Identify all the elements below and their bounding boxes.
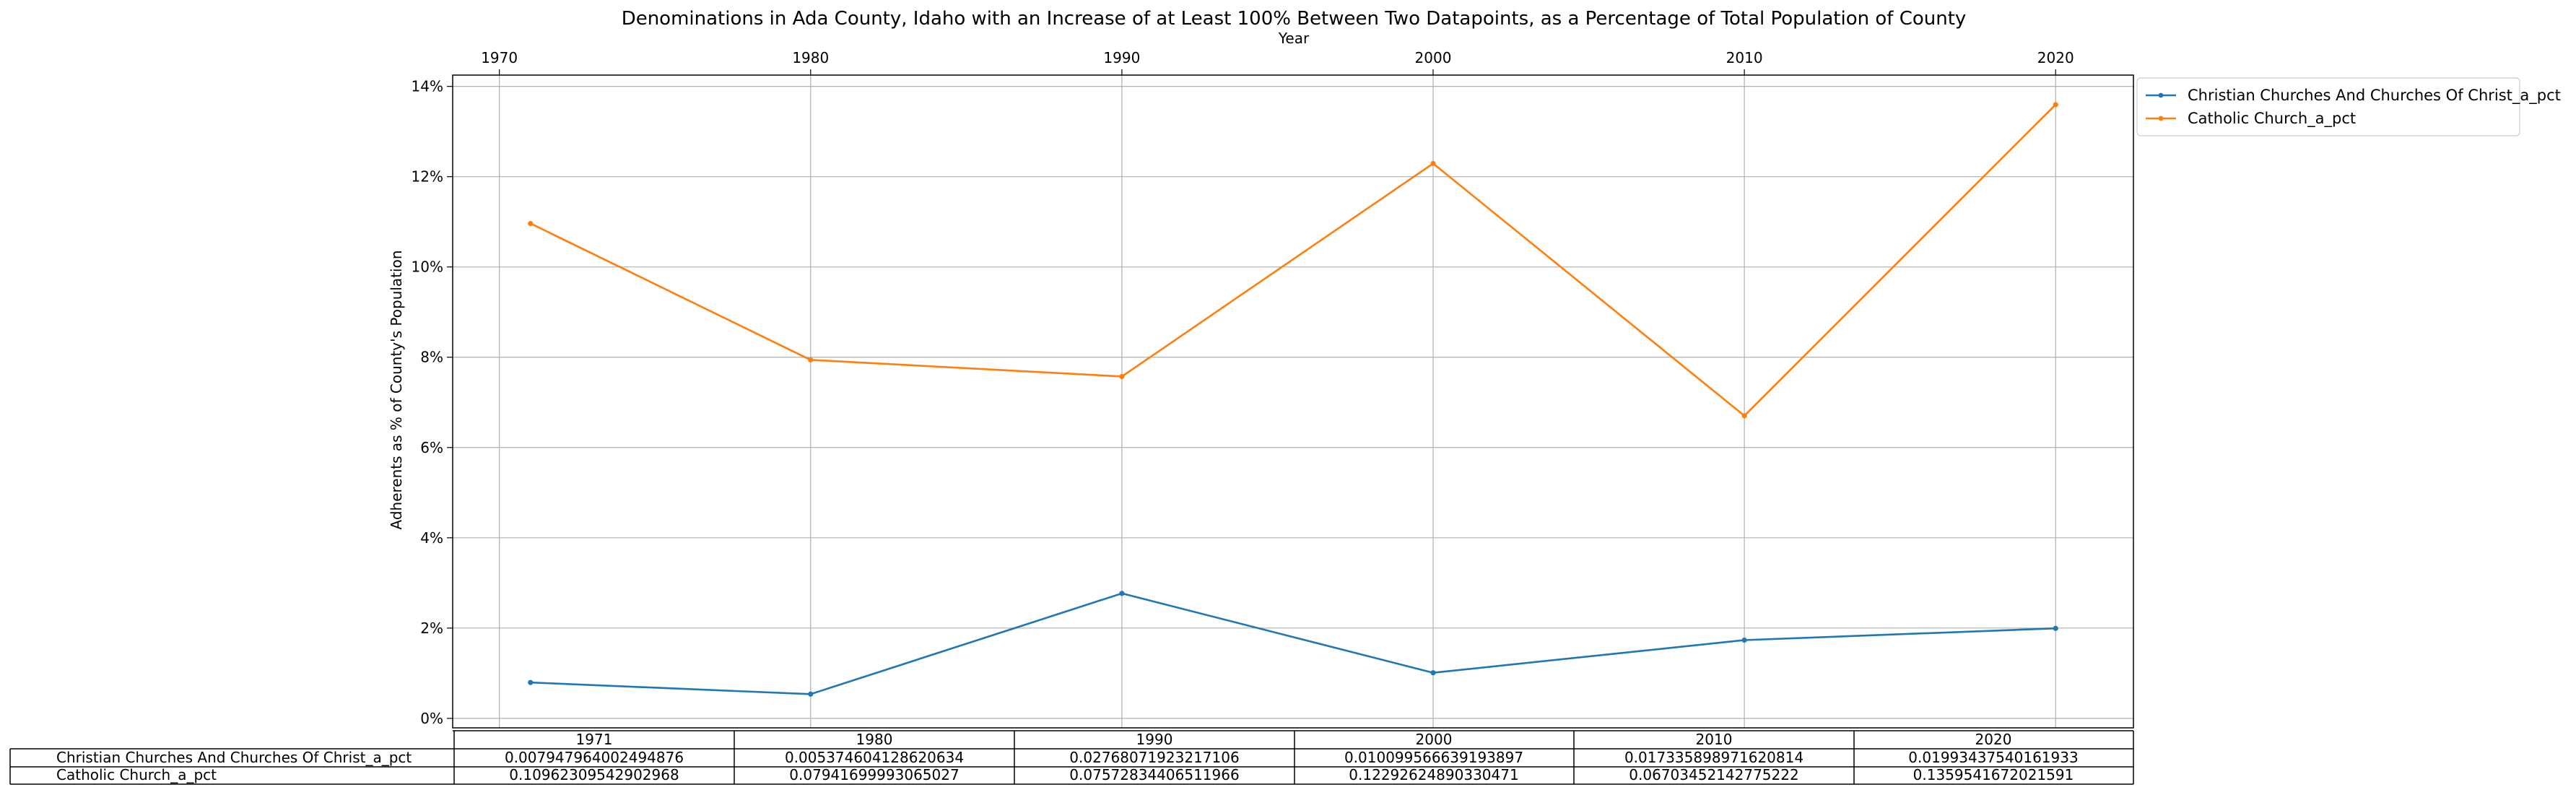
y-tick-label: 14% — [412, 78, 443, 95]
legend-marker-christian — [2158, 92, 2164, 98]
table-col-header: 1980 — [856, 731, 893, 748]
y-tick-label: 0% — [420, 710, 443, 727]
data-point-1-5 — [2053, 102, 2058, 108]
x-axis-label: Year — [1278, 30, 1310, 47]
table-row-label: Christian Churches And Churches Of Chris… — [56, 749, 412, 766]
plot-frame — [452, 74, 2134, 729]
x-tick-label: 2020 — [2037, 49, 2074, 66]
x-tick-label: 2010 — [1726, 49, 1763, 66]
table-row-label: Catholic Church_a_pct — [56, 766, 217, 783]
table-cell: 0.02768071923217106 — [1069, 749, 1239, 766]
table-col-header: 1971 — [576, 731, 613, 748]
table-col-header: 2010 — [1696, 731, 1733, 748]
table-cell: 0.12292624890330471 — [1349, 766, 1518, 783]
table-cell: 0.005374604128620634 — [785, 749, 964, 766]
x-tick-label: 1970 — [481, 49, 518, 66]
data-point-1-0 — [528, 220, 534, 227]
y-tick-label: 10% — [412, 259, 443, 276]
x-tick-label: 1980 — [792, 49, 829, 66]
data-point-0-2 — [1119, 591, 1125, 596]
legend-box — [2136, 77, 2520, 136]
table-cell: 0.1359541672021591 — [1913, 766, 2074, 783]
data-point-1-2 — [1119, 373, 1125, 380]
y-tick-label: 8% — [420, 349, 443, 366]
data-point-1-4 — [1741, 413, 1747, 419]
x-tick-label: 1990 — [1103, 49, 1140, 66]
data-point-0-1 — [808, 691, 814, 697]
series-line-0 — [530, 592, 2056, 695]
y-tick-label: 6% — [420, 439, 443, 456]
x-tick-label: 2000 — [1415, 49, 1452, 66]
data-point-0-5 — [2053, 625, 2058, 631]
table-cell: 0.010099566639193897 — [1344, 749, 1523, 766]
table-col-header: 2020 — [1975, 731, 2012, 748]
table-cell: 0.01993437540161933 — [1908, 749, 2078, 766]
data-point-0-0 — [528, 679, 534, 685]
series-line-1 — [530, 103, 2057, 417]
y-tick-label: 2% — [420, 620, 443, 637]
y-axis-label: Adherents as % of County's Population — [388, 250, 405, 529]
table-cell: 0.07572834406511966 — [1069, 766, 1239, 783]
legend-marker-catholic — [2158, 116, 2164, 121]
data-point-1-1 — [808, 357, 814, 362]
legend-label-christian: Christian Churches And Churches Of Chris… — [2188, 87, 2561, 105]
table-col-header: 1990 — [1136, 731, 1173, 748]
y-tick-label: 12% — [412, 168, 443, 186]
table-cell: 0.017335898971620814 — [1624, 749, 1803, 766]
table-cell: 0.07941699993065027 — [789, 766, 959, 783]
table-cell: 0.007947964002494876 — [505, 749, 684, 766]
table-cell: 0.06703452142775222 — [1629, 766, 1798, 783]
data-point-1-3 — [1430, 160, 1436, 166]
data-point-0-4 — [1741, 637, 1747, 643]
y-tick-label: 4% — [420, 529, 443, 547]
chart-title: Denominations in Ada County, Idaho with … — [622, 8, 1967, 30]
data-point-0-3 — [1430, 670, 1436, 676]
legend-label-catholic: Catholic Church_a_pct — [2188, 110, 2356, 128]
data-table: 1971 1980 1990 2000 2010 2020 Christian … — [9, 730, 2134, 785]
table-cell: 0.10962309542902968 — [509, 766, 679, 783]
legend: Christian Churches And Churches Of Chris… — [2136, 77, 2561, 136]
table-col-header: 2000 — [1416, 731, 1453, 748]
